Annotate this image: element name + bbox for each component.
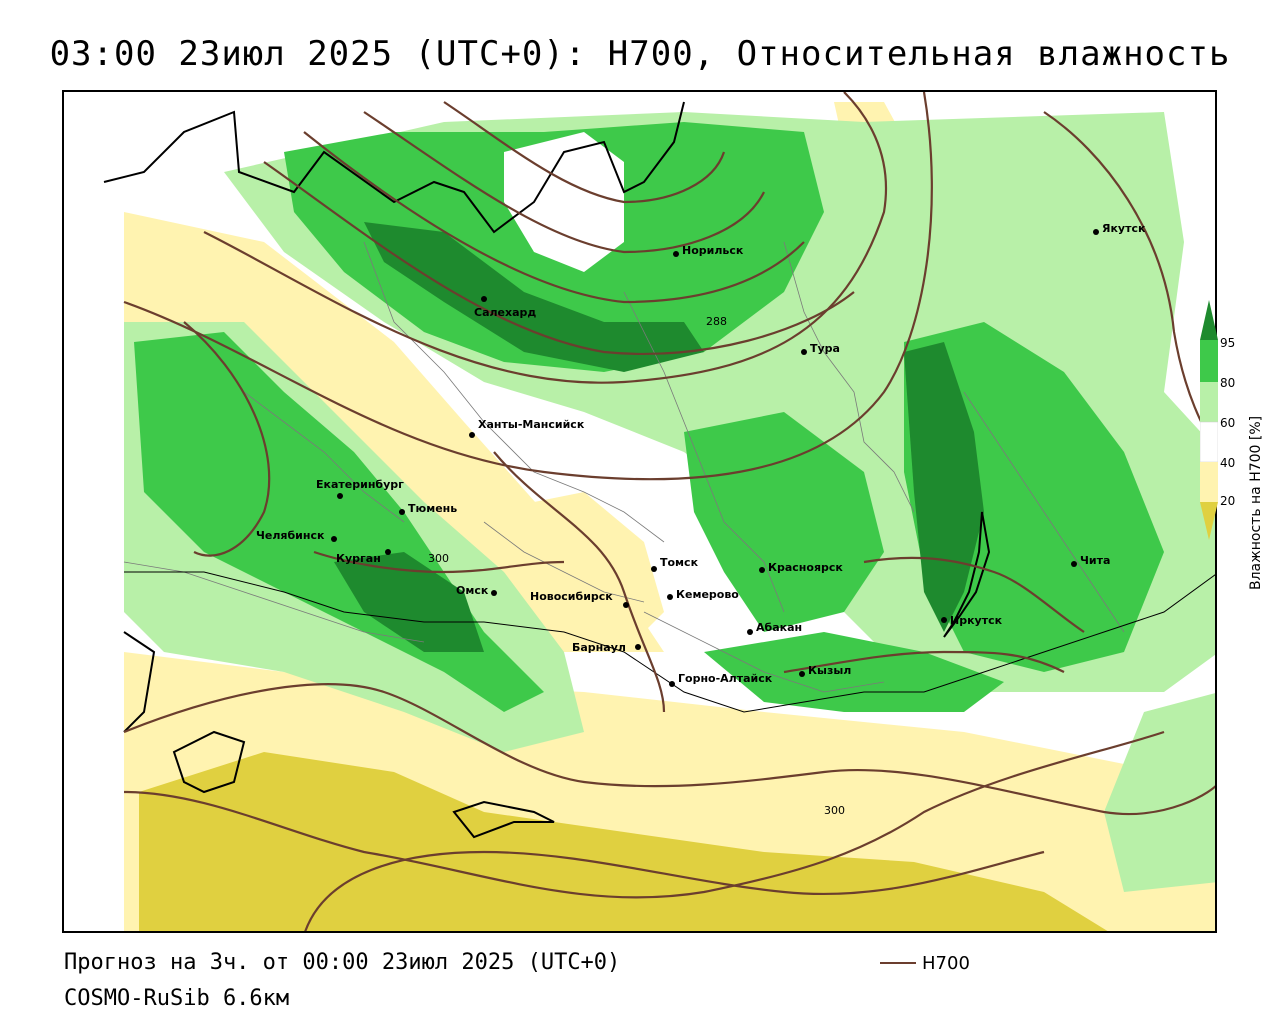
city-dot <box>1071 561 1077 567</box>
national-border <box>124 571 1215 713</box>
city-salekhard: Салехард <box>474 306 536 319</box>
city-dot <box>941 617 947 623</box>
city-dot <box>759 567 765 573</box>
city-gorno-altaysk: Горно-Алтайск <box>678 672 773 685</box>
arctic-coastline <box>103 101 685 234</box>
city-irkutsk: Иркутск <box>950 614 1003 627</box>
city-dot <box>481 296 487 302</box>
city-dot <box>1093 229 1099 235</box>
city-norilsk: Норильск <box>682 244 744 257</box>
dry-region-central <box>484 492 664 652</box>
city-kyzyl: Кызыл <box>808 664 851 677</box>
city-dot <box>673 251 679 257</box>
map-title: 03:00 23июл 2025 (UTC+0): H700, Относите… <box>49 34 1231 74</box>
region-borders <box>123 241 1125 693</box>
city-tura: Тура <box>810 342 840 355</box>
very-wet-region-baikal <box>904 342 984 632</box>
colorbar-tick-95: 95 <box>1220 336 1236 350</box>
colorbar-tick-60: 60 <box>1220 416 1236 430</box>
legend-h700-label: H700 <box>922 953 970 974</box>
colorbar-tick-20: 20 <box>1220 494 1236 508</box>
city-dot <box>669 681 675 687</box>
city-abakan: Абакан <box>756 621 802 634</box>
city-ekaterinburg: Екатеринбург <box>316 478 404 491</box>
humidity-map: 288 300 300 Якутск Норильск Салехард Тур… <box>64 92 1215 931</box>
contour-label-300-west: 300 <box>428 552 449 565</box>
very-wet-region-north <box>364 222 704 372</box>
very-dry-region-south <box>139 752 1108 931</box>
city-dot <box>667 594 673 600</box>
contour-label-288: 288 <box>706 315 727 328</box>
wet-region-central <box>684 412 884 632</box>
colorbar-segment-60-80 <box>1200 382 1218 422</box>
city-dot <box>331 536 337 542</box>
map-area[interactable]: 288 300 300 Якутск Норильск Салехард Тур… <box>62 90 1217 933</box>
colorbar-tick-80: 80 <box>1220 376 1236 390</box>
colorbar-segment-40-60 <box>1200 421 1218 463</box>
city-kemerovo: Кемерово <box>676 588 739 601</box>
city-tomsk: Томск <box>660 556 699 569</box>
city-dot <box>801 349 807 355</box>
city-dot <box>651 566 657 572</box>
colorbar-bottom-arrow <box>1200 502 1218 540</box>
very-wet-region-ural <box>334 552 484 652</box>
wet-region-south-belt <box>704 632 1004 712</box>
arctic-clear-patch <box>504 132 624 272</box>
city-dot <box>635 644 641 650</box>
city-krasnoyarsk: Красноярск <box>768 561 843 574</box>
aral-sea-outline <box>172 730 246 794</box>
city-chita: Чита <box>1080 554 1110 567</box>
city-dot <box>491 590 497 596</box>
model-info: COSMO-RuSib 6.6км <box>64 986 290 1011</box>
balkhash-outline <box>452 800 555 839</box>
colorbar-top-arrow <box>1200 300 1218 340</box>
city-dot <box>385 549 391 555</box>
city-dot <box>623 602 629 608</box>
caspian-sea-outline <box>123 631 156 733</box>
city-dot <box>469 432 475 438</box>
city-khanty-mansiysk: Ханты-Мансийск <box>478 418 585 431</box>
colorbar-segment-20-40 <box>1200 462 1218 502</box>
city-dot <box>337 493 343 499</box>
city-markers: Якутск Норильск Салехард Тура Ханты-Манс… <box>256 222 1146 687</box>
city-dot <box>799 671 805 677</box>
city-yakutsk: Якутск <box>1102 222 1146 235</box>
forecast-info: Прогноз на 3ч. от 00:00 23июл 2025 (UTC+… <box>64 950 621 975</box>
city-chelyabinsk: Челябинск <box>256 529 325 542</box>
legend-h700-line <box>880 962 916 964</box>
city-omsk: Омск <box>456 584 489 597</box>
city-tyumen: Тюмень <box>408 502 457 515</box>
colorbar-segment-80-95 <box>1200 340 1218 382</box>
colorbar-title: Влажность на H700 [%] <box>1248 415 1264 590</box>
city-barnaul: Барнаул <box>572 641 626 654</box>
h700-contours <box>123 92 1215 931</box>
city-dot <box>399 509 405 515</box>
colorbar-tick-40: 40 <box>1220 456 1236 470</box>
city-dot <box>747 629 753 635</box>
city-kurgan: Курган <box>336 552 381 565</box>
humidity-colorbar <box>1200 300 1218 540</box>
city-novosibirsk: Новосибирск <box>530 590 613 603</box>
contour-label-300-south: 300 <box>824 804 845 817</box>
